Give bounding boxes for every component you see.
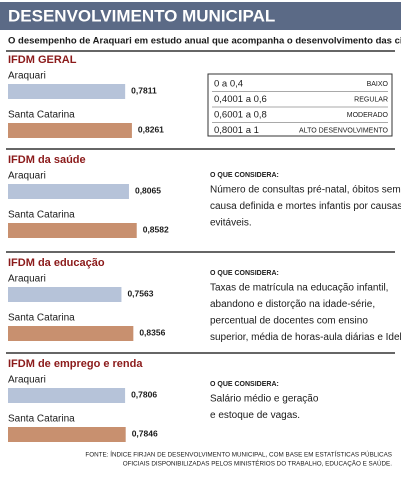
category-label: Santa Catarina <box>8 210 75 221</box>
bar <box>8 427 126 442</box>
scale-label: MODERADO <box>347 112 389 119</box>
scale-range: 0,6001 a 0,8 <box>214 110 267 121</box>
bar <box>8 388 126 403</box>
title-band <box>0 2 401 30</box>
description-heading: O QUE CONSIDERA: <box>210 270 279 277</box>
description-line: e estoque de vagas. <box>210 410 300 421</box>
value-label: 0,7811 <box>131 85 157 95</box>
description-heading: O QUE CONSIDERA: <box>210 381 279 388</box>
source-note: OFICIAIS DISPONIBILIZADAS PELOS MINISTÉR… <box>123 459 393 468</box>
description-line: superior, média de horas-aula diárias e … <box>210 332 401 343</box>
section-title: IFDM de emprego e renda <box>8 358 143 370</box>
source-note: FONTE: ÍNDICE FIRJAN DE DESENVOLVIMENTO … <box>85 450 392 459</box>
bar <box>8 84 126 99</box>
scale-range: 0 a 0,4 <box>214 79 243 90</box>
description-line: Salário médio e geração <box>210 394 319 405</box>
scale-label: ALTO DESENVOLVIMENTO <box>299 127 389 134</box>
scale-range: 0,4001 a 0,6 <box>214 94 267 105</box>
scale-box <box>207 73 393 137</box>
category-label: Araquari <box>8 171 46 182</box>
bar <box>8 287 122 302</box>
section-title: IFDM da saúde <box>8 154 86 166</box>
bar <box>8 184 129 199</box>
scale-label: REGULAR <box>354 96 388 103</box>
value-label: 0,7806 <box>131 389 157 399</box>
description-line: causa definida e mortes infantis por cau… <box>210 201 401 212</box>
bar <box>8 326 134 341</box>
description-line: evitáveis. <box>210 218 252 229</box>
section-title: IFDM da educação <box>8 257 105 269</box>
description-line: Taxas de matrícula na educação infantil, <box>210 283 388 294</box>
description-line: percentual de docentes com ensino <box>210 316 368 327</box>
value-label: 0,7846 <box>132 428 158 438</box>
category-label: Santa Catarina <box>8 110 75 121</box>
value-label: 0,8582 <box>143 224 169 234</box>
description-line: Número de consultas pré-natal, óbitos se… <box>210 185 401 196</box>
value-label: 0,8261 <box>138 124 164 134</box>
value-label: 0,7563 <box>127 288 153 298</box>
category-label: Araquari <box>8 375 46 386</box>
bar <box>8 223 137 238</box>
bar <box>8 123 132 138</box>
value-label: 0,8065 <box>135 185 161 195</box>
category-label: Araquari <box>8 71 46 82</box>
title: DESENVOLVIMENTO MUNICIPAL <box>8 6 275 25</box>
section-title: IFDM GERAL <box>8 54 77 66</box>
value-label: 0,8356 <box>139 327 165 337</box>
subtitle: O desempenho de Araquari em estudo anual… <box>8 36 401 47</box>
description-heading: O QUE CONSIDERA: <box>210 172 279 179</box>
scale-label: BAIXO <box>367 81 389 88</box>
category-label: Santa Catarina <box>8 414 75 425</box>
scale-range: 0,8001 a 1 <box>214 125 259 136</box>
category-label: Santa Catarina <box>8 313 75 324</box>
description-line: abandono e distorção na idade-série, <box>210 299 375 310</box>
category-label: Araquari <box>8 274 46 285</box>
